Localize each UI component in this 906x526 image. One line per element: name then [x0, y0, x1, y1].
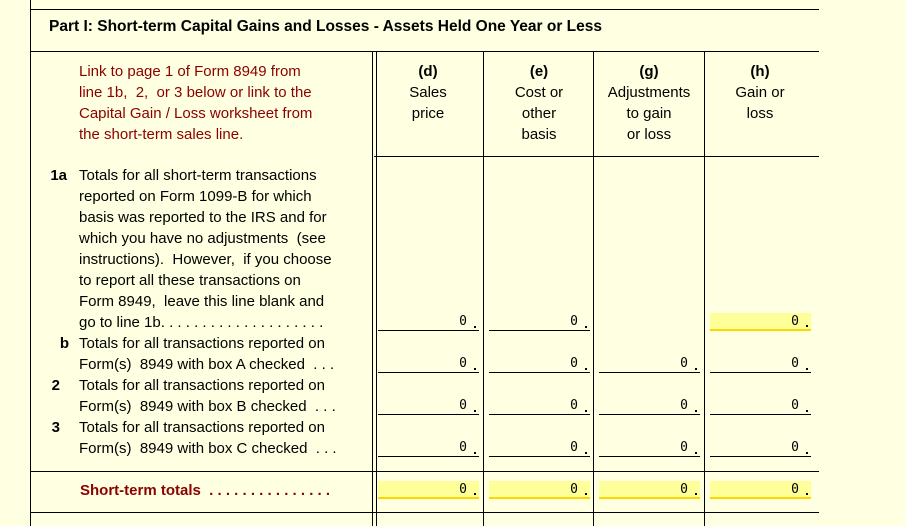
column-label: Sales price — [409, 84, 447, 122]
line-1b-description: Totals for all transactions reported on … — [79, 335, 335, 373]
totals-top-rule — [30, 471, 819, 472]
line-1a-description: Totals for all short-term transactions r… — [79, 167, 332, 331]
column-label: Adjustments to gain or loss — [607, 84, 691, 143]
line-2-adjustments-field[interactable]: 0 — [599, 397, 700, 415]
top-rule — [30, 9, 819, 10]
column-label: Cost or other basis — [514, 84, 564, 143]
line-3-gain-loss-field[interactable]: 0 — [710, 439, 811, 457]
line-number-2: 2 — [51, 377, 60, 394]
column-header-g: (g) Adjustments to gain or loss — [594, 61, 704, 145]
line-2-cost-basis-field[interactable]: 0 — [489, 397, 590, 415]
line-number-1b: b — [59, 335, 69, 352]
part-header-rule — [30, 51, 819, 52]
col-divider-g — [593, 51, 594, 526]
column-letter: (h) — [750, 63, 770, 80]
line-1b-cost-basis-field[interactable]: 0 — [489, 355, 590, 373]
line-3-description: Totals for all transactions reported on … — [79, 419, 337, 457]
part-title: Part I: Short-term Capital Gains and Los… — [49, 18, 603, 35]
short-term-totals-link[interactable]: Short-term totals . . . . . . . . . . . … — [80, 482, 331, 499]
line-3-cost-basis-field[interactable]: 0 — [489, 439, 590, 457]
totals-sales-price-field[interactable]: 0 — [378, 481, 479, 499]
line-3-adjustments-field[interactable]: 0 — [599, 439, 700, 457]
col-divider-h — [704, 51, 705, 526]
line-1b-adjustments-field[interactable]: 0 — [599, 355, 700, 373]
column-letter: (d) — [418, 63, 438, 80]
line-2-sales-price-field[interactable]: 0 — [378, 397, 479, 415]
line-number-3: 3 — [51, 419, 60, 436]
column-label: Gain or loss — [735, 84, 785, 122]
line-1a-cost-basis-field[interactable]: 0 — [489, 313, 590, 331]
line-1b-sales-price-field[interactable]: 0 — [378, 355, 479, 373]
column-header-d: (d) Sales price — [373, 61, 483, 124]
line-1a-gain-loss-field[interactable]: 0 — [710, 313, 811, 331]
col-divider-d — [372, 51, 377, 526]
left-border — [30, 0, 31, 526]
form-8949-link[interactable]: Link to page 1 of Form 8949 from line 1b… — [79, 63, 313, 143]
line-1a-sales-price-field[interactable]: 0 — [378, 313, 479, 331]
line-number-1a: 1a — [50, 167, 67, 184]
column-letter: (g) — [639, 63, 659, 80]
line-3-sales-price-field[interactable]: 0 — [378, 439, 479, 457]
column-header-h: (h) Gain or loss — [705, 61, 815, 124]
column-header-rule — [374, 156, 819, 157]
bottom-rule — [30, 512, 819, 513]
line-2-description: Totals for all transactions reported on … — [79, 377, 336, 415]
line-1b-gain-loss-field[interactable]: 0 — [710, 355, 811, 373]
line-2-gain-loss-field[interactable]: 0 — [710, 397, 811, 415]
totals-adjustments-field[interactable]: 0 — [599, 481, 700, 499]
column-header-e: (e) Cost or other basis — [484, 61, 594, 145]
totals-gain-loss-field[interactable]: 0 — [710, 481, 811, 499]
totals-cost-basis-field[interactable]: 0 — [489, 481, 590, 499]
column-letter: (e) — [529, 63, 549, 80]
col-divider-e — [483, 51, 484, 526]
